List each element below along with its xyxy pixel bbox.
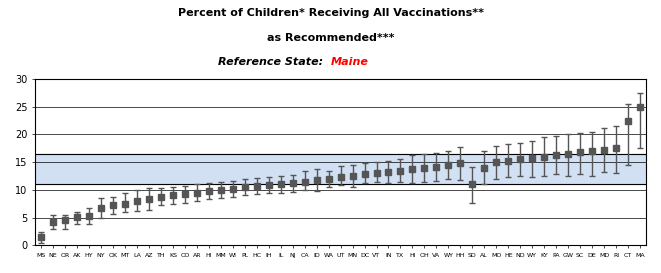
Text: Percent of Children* Receiving All Vaccinations**: Percent of Children* Receiving All Vacci… [178,8,483,18]
Bar [35,154,646,184]
Text: Maine: Maine [330,57,368,67]
Text: as Recommended***: as Recommended*** [267,33,394,43]
Text: Reference State:: Reference State: [217,57,330,67]
